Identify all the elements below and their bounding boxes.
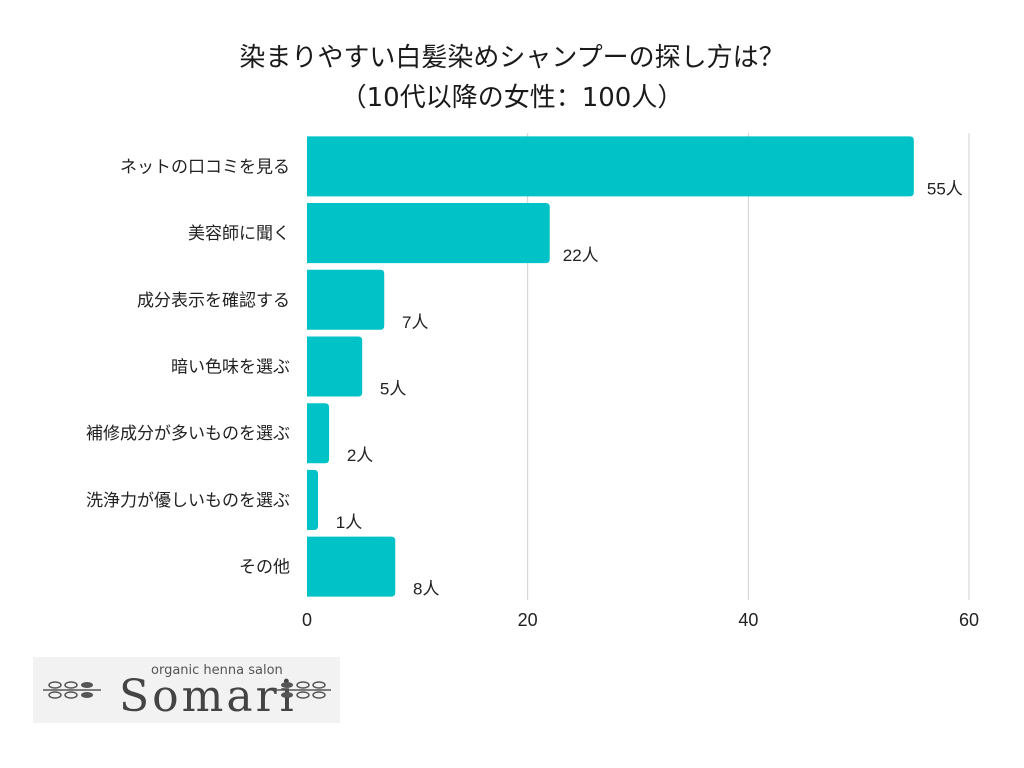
- bar: [307, 536, 396, 597]
- value-label: 2人: [347, 446, 373, 465]
- x-tick-label: 0: [302, 610, 312, 630]
- bar: [307, 336, 363, 397]
- x-tick-label: 60: [959, 610, 979, 630]
- category-label: 洗浄力が優しいものを選ぶ: [86, 491, 290, 511]
- value-labels: 55人 22人 7人 5人 2人 1人 8人: [336, 179, 963, 598]
- bar: [307, 203, 550, 264]
- bar: [307, 269, 385, 330]
- value-label: 1人: [336, 513, 362, 532]
- category-label: 暗い色味を選ぶ: [171, 358, 290, 378]
- category-label: ネットの口コミを見る: [120, 157, 290, 177]
- chart-title-line-2: （10代以降の女性：100人）: [341, 83, 684, 113]
- category-label: 補修成分が多いものを選ぶ: [86, 424, 290, 444]
- x-tick-label: 40: [738, 610, 758, 630]
- chart-title-line-1: 染まりやすい白髪染めシャンプーの探し方は？: [239, 43, 784, 73]
- value-label: 8人: [413, 580, 439, 599]
- value-label: 7人: [402, 313, 428, 332]
- x-tick-label: 20: [518, 610, 538, 630]
- category-label: 美容師に聞く: [188, 224, 290, 244]
- logo-tagline: organic henna salon: [151, 663, 283, 678]
- bar: [307, 469, 319, 530]
- value-label: 55人: [927, 179, 963, 198]
- category-labels: ネットの口コミを見る美容師に聞く成分表示を確認する暗い色味を選ぶ補修成分が多いも…: [86, 157, 290, 577]
- bars: [307, 136, 914, 597]
- left-leaf-sprig-icon: [43, 681, 101, 699]
- logo-name: Somari: [119, 671, 297, 722]
- bar: [307, 403, 330, 464]
- x-axis-ticks: 0 20 40 60: [302, 610, 979, 630]
- right-leaf-sprig-icon: [273, 681, 331, 699]
- salon-logo: organic henna salon Somari: [33, 657, 340, 723]
- gridlines: [527, 133, 970, 600]
- category-label: 成分表示を確認する: [137, 291, 290, 311]
- value-label: 5人: [380, 380, 406, 399]
- value-label: 22人: [563, 246, 599, 265]
- category-label: その他: [239, 558, 290, 578]
- bar: [307, 136, 914, 197]
